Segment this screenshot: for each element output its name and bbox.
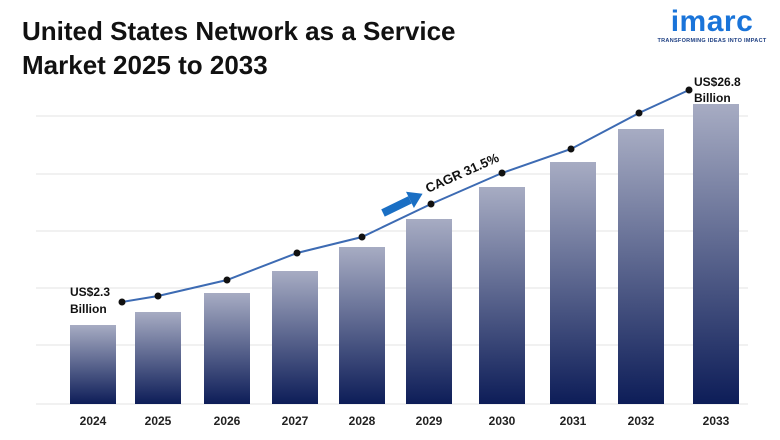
chart-title: United States Network as a Service Marke… xyxy=(22,14,622,82)
start-value-label-line-1: US$2.3 xyxy=(70,285,110,299)
x-tick-2032: 2032 xyxy=(628,414,655,428)
bar-2027 xyxy=(272,271,318,404)
x-tick-labels: 2024 2025 2026 2027 2028 2029 2030 2031 2032 2033 xyxy=(80,414,730,428)
trend-point-2027 xyxy=(293,249,301,257)
trend-point-2032 xyxy=(635,109,643,117)
x-tick-2025: 2025 xyxy=(145,414,172,428)
logo-word: imarc xyxy=(670,5,754,38)
trend-point-2031 xyxy=(567,145,575,153)
logo-tagline: TRANSFORMING IDEAS INTO IMPACT xyxy=(657,38,767,44)
trend-point-2024 xyxy=(118,298,126,306)
start-value-label-line-2: Billion xyxy=(70,302,107,316)
bar-2024 xyxy=(70,325,116,404)
end-value-label-line-2: Billion xyxy=(694,91,731,105)
trend-point-2025 xyxy=(154,292,162,300)
x-tick-2028: 2028 xyxy=(349,414,376,428)
trend-point-2030 xyxy=(498,169,506,177)
title-line-2: Market 2025 to 2033 xyxy=(22,50,268,80)
bar-2032 xyxy=(618,129,664,404)
trend-point-2028 xyxy=(358,233,366,241)
bar-2030 xyxy=(479,187,525,404)
trend-line xyxy=(118,86,693,306)
trend-point-2029 xyxy=(427,200,435,208)
x-tick-2030: 2030 xyxy=(489,414,516,428)
bar-2029 xyxy=(406,219,452,404)
x-tick-2033: 2033 xyxy=(703,414,730,428)
x-tick-2029: 2029 xyxy=(416,414,443,428)
bar-2031 xyxy=(550,162,596,404)
x-tick-2024: 2024 xyxy=(80,414,107,428)
cagr-arrow-icon xyxy=(381,191,423,217)
bar-2028 xyxy=(339,247,385,404)
trend-polyline xyxy=(121,89,690,303)
bar-2033 xyxy=(693,104,739,404)
bar-2026 xyxy=(204,293,250,404)
x-tick-2027: 2027 xyxy=(282,414,309,428)
bar-2025 xyxy=(135,312,181,404)
trend-point-2033 xyxy=(685,86,693,94)
end-value-label-line-1: US$26.8 xyxy=(694,75,741,89)
x-tick-2031: 2031 xyxy=(560,414,587,428)
title-line-1: United States Network as a Service xyxy=(22,16,456,46)
x-tick-2026: 2026 xyxy=(214,414,241,428)
trend-point-2026 xyxy=(223,276,231,284)
bars xyxy=(70,104,739,404)
imarc-logo: imarc TRANSFORMING IDEAS INTO IMPACT xyxy=(652,5,772,45)
